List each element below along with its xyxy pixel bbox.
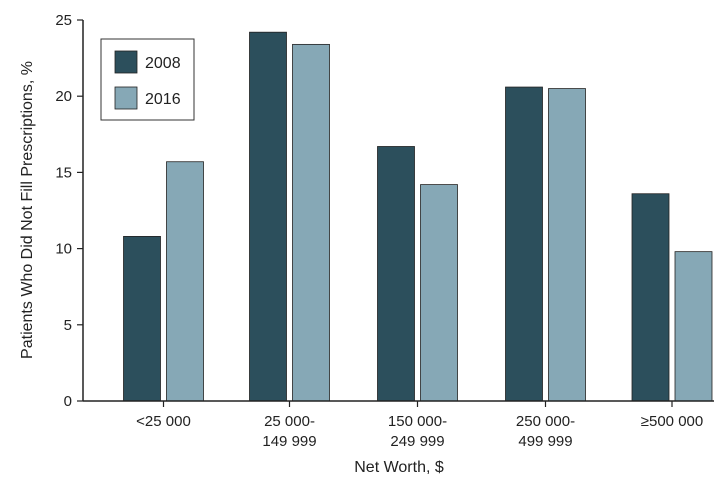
y-tick-label: 10 [55, 241, 72, 258]
x-axis-title: Net Worth, $ [354, 459, 444, 476]
y-axis-title: Patients Who Did Not Fill Prescriptions,… [19, 61, 36, 359]
bars [123, 31, 713, 402]
bar-2008-3 [505, 86, 543, 402]
x-tick-label: 499 999 [518, 433, 572, 450]
x-tick-label: ≥500 000 [641, 413, 703, 430]
bar-2008-4 [631, 193, 670, 402]
x-tick-label: 25 000- [264, 413, 315, 430]
bar-2016-1 [292, 43, 330, 402]
legend-label-2016: 2016 [145, 91, 181, 108]
x-tick-label: 249 999 [390, 433, 444, 450]
x-tick-label: 250 000- [516, 413, 575, 430]
y-tick-label: 5 [64, 317, 72, 334]
y-tick-label: 0 [64, 393, 72, 410]
x-tick-label: 150 000- [388, 413, 447, 430]
x-tick-label: 149 999 [262, 433, 316, 450]
x-tick-label: <25 000 [136, 413, 191, 430]
legend-swatch-2016 [114, 86, 138, 110]
y-tick-label: 20 [55, 88, 72, 105]
y-ticks: 0 5 10 15 20 25 [55, 12, 83, 410]
y-tick-label: 25 [55, 12, 72, 29]
legend-label-2008: 2008 [145, 55, 181, 72]
axes [82, 20, 714, 402]
bar-2016-3 [548, 88, 586, 402]
bar-2008-2 [377, 146, 415, 402]
legend: 2008 2016 [100, 38, 195, 121]
bar-2008-1 [249, 31, 287, 402]
x-ticks: <25 000 25 000- 149 999 150 000- 249 999 250 … [136, 401, 703, 450]
bar-2016-2 [420, 184, 458, 402]
legend-swatch-2008 [114, 50, 138, 74]
y-tick-label: 15 [55, 164, 72, 181]
bar-2016-4 [674, 251, 713, 402]
bar-2016-0 [166, 161, 204, 402]
bar-2008-0 [123, 236, 161, 402]
